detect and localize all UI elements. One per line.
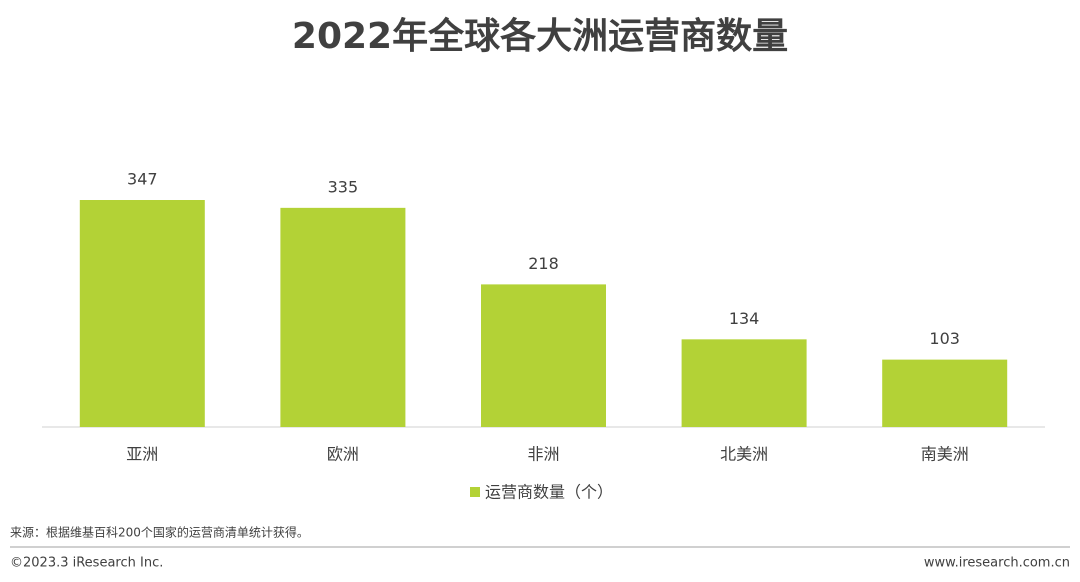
x-tick-label: 亚洲: [126, 445, 158, 464]
data-label: 103: [929, 329, 960, 348]
data-label: 134: [729, 309, 760, 328]
footer-left: ©2023.3 iResearch Inc.: [10, 556, 163, 571]
x-tick-label: 南美洲: [921, 445, 969, 464]
data-label: 335: [328, 177, 359, 196]
data-label: 347: [127, 170, 158, 189]
bar: [481, 284, 606, 427]
x-tick-label: 北美洲: [720, 445, 768, 464]
legend-label: 运营商数量（个）: [485, 483, 613, 502]
bar: [79, 200, 205, 427]
x-tick-label: 欧洲: [327, 445, 359, 464]
chart-title: 2022年全球各大洲运营商数量: [292, 15, 788, 57]
bar: [882, 359, 1008, 427]
x-tick-label: 非洲: [527, 445, 559, 464]
source-note: 来源：根据维基百科200个国家的运营商清单统计获得。: [10, 525, 309, 540]
legend-swatch: [470, 487, 480, 497]
footer-right: www.iresearch.com.cn: [924, 556, 1070, 571]
data-label: 218: [528, 254, 559, 273]
bar: [681, 339, 807, 427]
bar: [280, 207, 406, 427]
